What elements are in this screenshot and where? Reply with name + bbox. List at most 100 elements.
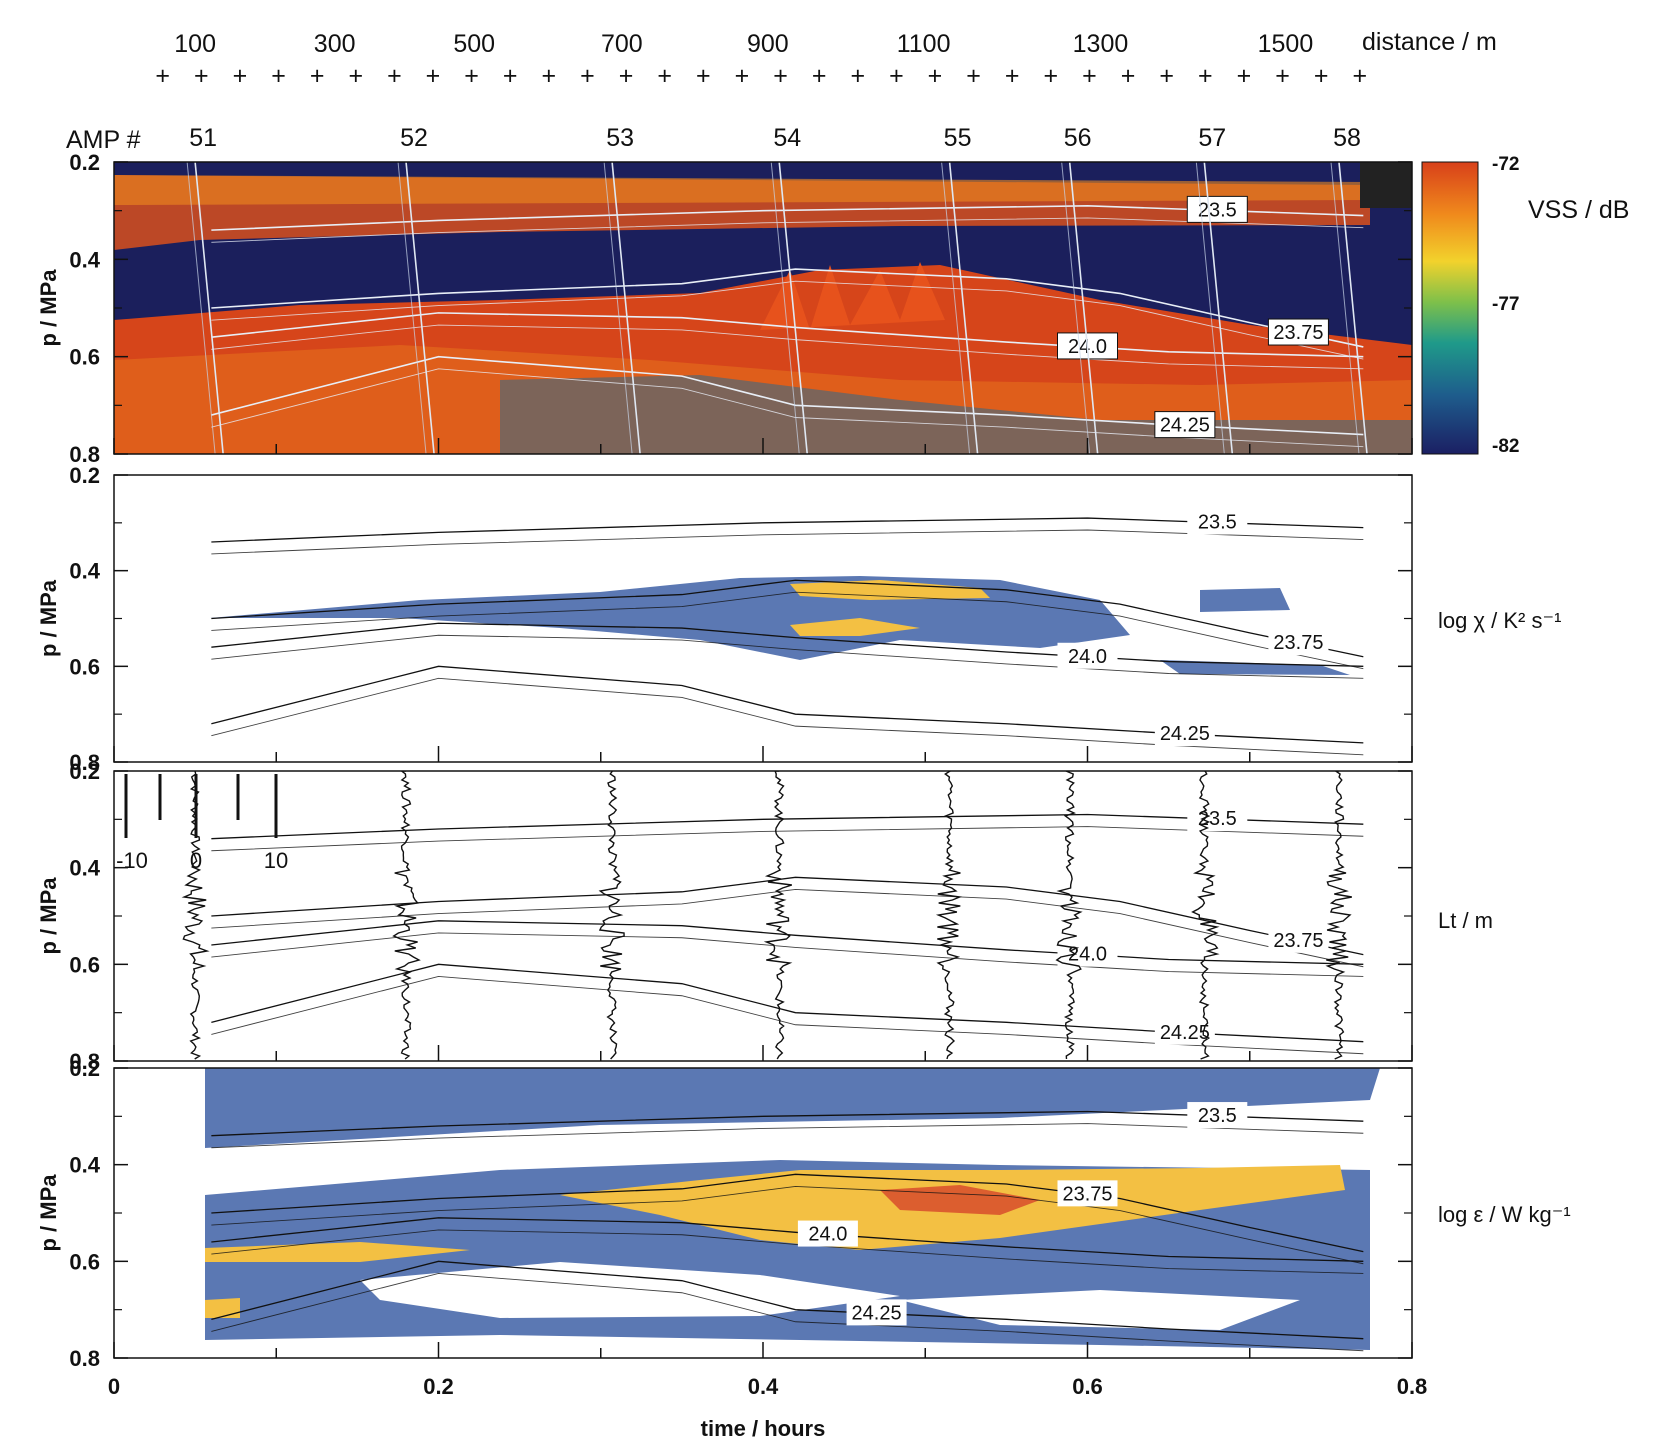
distance-tick-mark: + [155, 62, 170, 90]
amp-profile-track-return [1195, 162, 1225, 454]
distance-tick-mark: + [426, 62, 441, 90]
contour-label-box [1187, 508, 1248, 535]
distance-tick-mark: + [387, 62, 402, 90]
distance-tick-mark: + [1082, 62, 1097, 90]
distance-axis: distance / m 100 300 500 700 900 1100 1300 1500… [155, 28, 1496, 90]
isopycnal-line [211, 920, 1364, 965]
contour-label-box [1057, 1180, 1118, 1207]
contour-label: 24.25 [1160, 415, 1210, 437]
contour-label-box [1154, 411, 1216, 439]
amp-axis-label: AMP # [66, 126, 141, 154]
amp-profile-track-return [603, 162, 633, 454]
contour-label-box [1154, 720, 1215, 747]
scale-bar-label: 10 [264, 848, 288, 873]
contour-label-box [1268, 926, 1329, 953]
isopycnal-line [211, 517, 1364, 543]
distance-tick-mark: + [1044, 62, 1059, 90]
scale-bar-label: 0 [190, 848, 202, 873]
contour-label: 24.0 [1068, 944, 1107, 966]
distance-tick-mark: + [233, 62, 248, 90]
distance-tick-mark: + [348, 62, 363, 90]
amp-profile-track-return [186, 162, 216, 454]
thorpe-trace [935, 771, 963, 1060]
contour-label-box [1187, 805, 1248, 832]
amp-profile-track [405, 162, 435, 454]
y-tick-label: 0.6 [69, 345, 100, 370]
contour-label: 24.0 [808, 1224, 847, 1246]
amp-profile-track-return [1061, 162, 1091, 454]
scale-bar-label: -10 [116, 848, 148, 873]
contour-label: 23.5 [1198, 512, 1237, 534]
distance-tick-mark: + [1237, 62, 1252, 90]
contour-label-box [1057, 940, 1118, 967]
distance-tick-mark: + [464, 62, 479, 90]
contour-label-box [1057, 642, 1118, 669]
isopycnal-line [211, 1217, 1364, 1262]
isopycnal-line-minor [211, 1272, 1364, 1352]
eps-quiet-bottom [205, 1335, 1370, 1358]
x-axis-label: time / hours [701, 1416, 826, 1441]
isopycnal-line-minor [211, 217, 1364, 243]
thorpe-trace [1055, 771, 1083, 1060]
eps-upper-band [205, 1068, 1380, 1148]
contour-label: 23.5 [1198, 1105, 1237, 1127]
distance-tick-mark: + [1121, 62, 1136, 90]
lt-panel: 23.5 23.75 24.0 24.25 -10 0 10 Lt / m [113, 770, 1493, 1062]
y-tick-label: 0.2 [69, 463, 100, 488]
chi-high-region [790, 580, 990, 600]
amp-profile-track [194, 162, 224, 454]
isopycnal-line-minor [211, 634, 1364, 679]
isopycnal-line-minor [211, 932, 1364, 977]
contour-label-box [1268, 629, 1329, 656]
distance-tick-mark: + [696, 62, 711, 90]
isopycnal-line [211, 622, 1364, 667]
distance-tick-mark: + [928, 62, 943, 90]
y-tick-label: 0.2 [69, 1056, 100, 1081]
y-axis-label: p / MPa [36, 1174, 61, 1252]
y-tick-label: 0.4 [69, 1153, 100, 1178]
isopycnal-line-minor [211, 529, 1364, 555]
amp-profile-track-return [397, 162, 427, 454]
eps-isopycnals: 23.5 24.0 23.75 24.25 [211, 1102, 1364, 1352]
isopycnal-line [211, 1110, 1364, 1137]
distance-tick-label: 300 [314, 30, 356, 58]
distance-tick-mark: + [1159, 62, 1174, 90]
distance-tick-mark: + [1198, 62, 1213, 90]
distance-tick-mark: + [812, 62, 827, 90]
vss-surface-highlight [114, 175, 1370, 205]
amp-profile-track [948, 162, 979, 454]
isopycnal-line-minor [211, 826, 1364, 852]
distance-tick-mark: + [310, 62, 325, 90]
amp-number: 51 [189, 124, 217, 152]
amp-profile-track [1338, 162, 1368, 454]
y-tick-label: 0.8 [69, 750, 100, 775]
amp-profile-axis: AMP # 51 52 53 54 55 56 57 58 [66, 124, 1361, 154]
distance-tick-mark: + [1352, 62, 1367, 90]
colorbar-tick-min: -82 [1492, 436, 1519, 457]
chi-side-label: log χ / K² s⁻¹ [1438, 608, 1561, 633]
amp-number: 57 [1198, 124, 1226, 152]
thorpe-trace [1325, 771, 1352, 1060]
amp-profile-track [611, 162, 641, 454]
y-tick-label: 0.8 [69, 1049, 100, 1074]
distance-tick-mark: + [542, 62, 557, 90]
time-axis: time / hours 0 0.2 0.4 0.6 0.8 [108, 1374, 1427, 1441]
thorpe-trace [392, 771, 421, 1060]
contour-label: 23.5 [1198, 199, 1237, 221]
amp-number: 53 [606, 124, 634, 152]
amp-profile-track [778, 162, 809, 454]
y-tick-label: 0.4 [69, 247, 100, 272]
x-tick-label: 0 [108, 1374, 120, 1399]
y-axis-label: p / MPa [36, 877, 61, 955]
colorbar-tick-max: -72 [1492, 154, 1519, 175]
chi-high-patch-low [790, 618, 920, 636]
contour-label-box [1187, 1102, 1248, 1129]
distance-tick-mark: + [1275, 62, 1290, 90]
contour-label: 23.75 [1273, 322, 1323, 344]
chi-moderate-patch-right [1200, 588, 1290, 612]
isopycnal-line-minor [211, 1123, 1364, 1149]
contour-label-box [797, 1220, 858, 1247]
amp-profile-track [1068, 162, 1099, 454]
